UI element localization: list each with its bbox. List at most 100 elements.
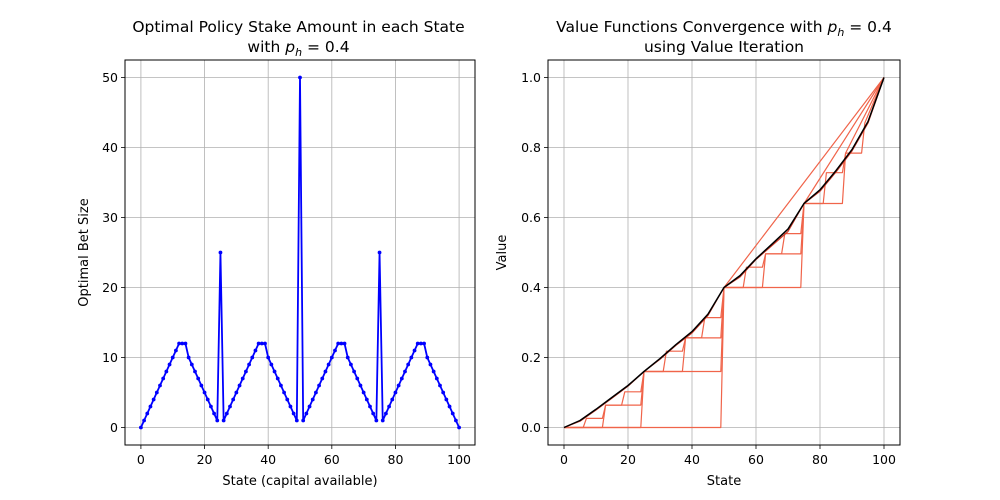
left-data-point — [345, 355, 350, 360]
left-data-point — [154, 390, 159, 395]
left-data-point — [380, 418, 385, 423]
left-data-point — [279, 383, 283, 388]
left-data-point — [285, 397, 290, 402]
left-data-point — [142, 418, 146, 423]
left-data-point — [457, 425, 461, 430]
right-chart-title-line1: Value Functions Convergence with ph = 0.… — [556, 18, 892, 39]
left-chart-x-axis-label: State (capital available) — [222, 474, 377, 489]
right-chart: Value Functions Convergence with ph = 0.… — [495, 18, 901, 489]
left-data-point — [409, 355, 414, 360]
left-y-tick-label: 10 — [102, 350, 118, 365]
left-data-point — [224, 411, 229, 416]
left-data-point — [339, 341, 344, 346]
left-chart-title-line1: Optimal Policy Stake Amount in each Stat… — [132, 18, 464, 36]
left-data-point — [304, 411, 309, 416]
right-chart-title-line2: using Value Iteration — [644, 38, 804, 56]
left-data-point — [425, 355, 430, 360]
left-chart: Optimal Policy Stake Amount in each Stat… — [77, 18, 476, 489]
left-data-point — [447, 404, 452, 409]
left-data-point — [336, 341, 341, 346]
left-data-point — [247, 362, 251, 367]
left-x-tick-label: 100 — [447, 452, 471, 467]
left-data-point — [151, 397, 156, 402]
left-data-point — [352, 369, 356, 374]
left-data-point — [450, 411, 455, 416]
left-data-point — [415, 341, 420, 346]
left-data-point — [390, 397, 395, 402]
left-data-point — [454, 418, 458, 423]
left-x-tick-label: 40 — [260, 452, 276, 467]
left-data-point — [364, 397, 369, 402]
right-y-tick-label: 0.6 — [521, 210, 541, 225]
left-data-point — [438, 383, 442, 388]
left-chart-title-value: = 0.4 — [302, 38, 350, 56]
left-data-point — [244, 369, 248, 374]
left-data-point — [301, 418, 306, 423]
left-data-point — [396, 383, 401, 388]
left-y-tick-label: 40 — [102, 140, 118, 155]
left-data-point — [422, 341, 426, 346]
left-x-tick-label: 80 — [388, 452, 404, 467]
left-data-point — [158, 383, 162, 388]
left-data-point — [314, 390, 318, 395]
left-data-point — [218, 250, 223, 255]
right-x-tick-label: 100 — [872, 452, 896, 467]
right-series-line — [563, 77, 885, 429]
left-data-point — [412, 348, 417, 353]
left-data-point — [269, 362, 274, 367]
left-data-point — [298, 75, 302, 80]
left-data-point — [419, 341, 423, 346]
left-data-point — [399, 376, 404, 381]
right-x-tick-label: 80 — [812, 452, 828, 467]
left-data-point — [294, 418, 299, 423]
left-chart-plot-frame — [124, 59, 476, 446]
left-data-point — [256, 341, 261, 346]
left-data-point — [212, 411, 216, 416]
left-data-point — [259, 341, 264, 346]
right-y-tick-label: 0.2 — [521, 350, 541, 365]
left-data-point — [272, 369, 277, 374]
right-x-tick-label: 40 — [684, 452, 700, 467]
left-chart-title-line2: with ph = 0.4 — [247, 38, 349, 59]
left-data-point — [145, 411, 150, 416]
left-data-point — [240, 376, 245, 381]
left-data-point — [326, 362, 331, 367]
left-data-point — [431, 369, 436, 374]
left-data-point — [183, 341, 188, 346]
left-data-point — [317, 383, 321, 388]
left-data-point — [199, 383, 204, 388]
left-data-point — [349, 362, 353, 367]
left-data-point — [228, 404, 232, 409]
left-data-point — [307, 404, 312, 409]
right-chart-ticks: 0 20 40 60 80 100 0.0 0.2 0.4 0.6 0.8 1.0 — [521, 70, 896, 467]
left-data-point — [428, 362, 433, 367]
left-data-point — [237, 383, 242, 388]
right-chart-series — [563, 77, 885, 429]
left-data-point — [193, 369, 197, 374]
left-data-point — [393, 390, 398, 395]
left-data-point — [361, 390, 366, 395]
left-data-point — [434, 376, 439, 381]
left-data-point — [358, 383, 363, 388]
left-data-point — [164, 369, 169, 374]
left-y-tick-label: 20 — [102, 280, 118, 295]
left-data-point — [170, 355, 175, 360]
left-data-point — [196, 376, 201, 381]
left-data-point — [371, 411, 376, 416]
right-chart-title-symbol: p — [827, 18, 838, 36]
left-chart-title-subscript: h — [295, 46, 302, 59]
right-x-tick-label: 0 — [560, 452, 568, 467]
left-data-point — [275, 376, 280, 381]
left-x-tick-label: 20 — [197, 452, 213, 467]
right-chart-plot-frame — [547, 59, 901, 446]
left-chart-title-symbol: p — [284, 38, 295, 56]
left-data-point — [403, 369, 407, 374]
left-data-point — [291, 411, 296, 416]
left-data-point — [282, 390, 286, 395]
right-chart-title-prefix: Value Functions Convergence with — [556, 18, 827, 36]
left-data-point — [329, 355, 334, 360]
left-data-point — [387, 404, 391, 409]
right-series-line — [564, 77, 885, 429]
left-data-point — [209, 404, 213, 409]
